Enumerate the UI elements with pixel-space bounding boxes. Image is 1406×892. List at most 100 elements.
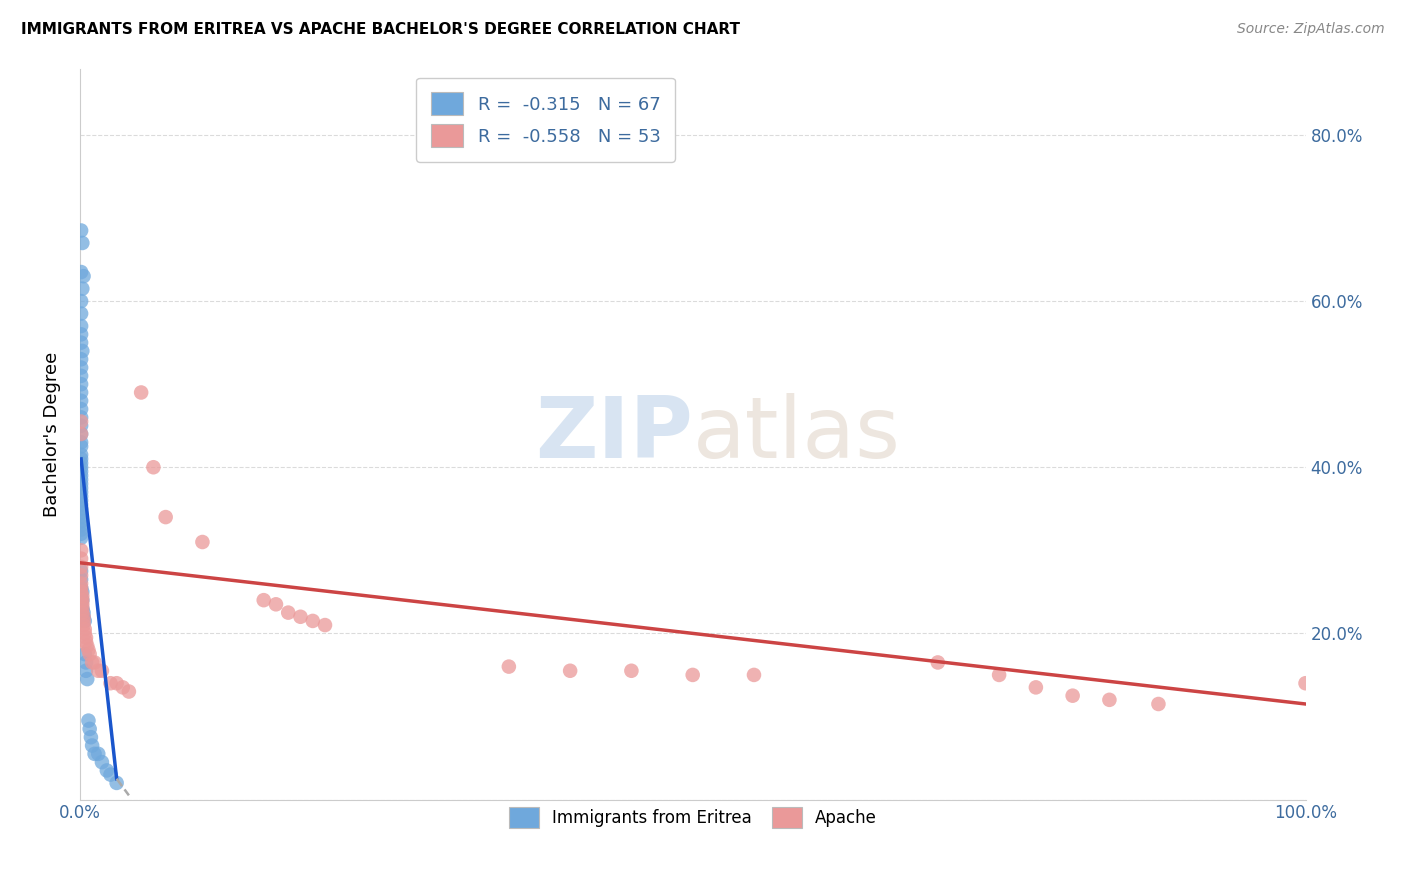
Point — [70, 526, 93, 541]
Point — [72, 282, 94, 296]
Point — [87, 747, 110, 761]
Point — [1295, 676, 1317, 690]
Point — [70, 352, 93, 367]
Point — [72, 601, 94, 615]
Point — [558, 664, 581, 678]
Point — [682, 668, 704, 682]
Point — [70, 489, 93, 503]
Point — [927, 656, 949, 670]
Point — [105, 676, 128, 690]
Point — [70, 377, 93, 392]
Point — [70, 551, 93, 566]
Point — [70, 498, 93, 512]
Point — [70, 531, 93, 545]
Point — [83, 747, 105, 761]
Point — [100, 767, 122, 781]
Point — [70, 418, 93, 433]
Text: Source: ZipAtlas.com: Source: ZipAtlas.com — [1237, 22, 1385, 37]
Point — [72, 597, 94, 611]
Point — [72, 235, 94, 250]
Point — [70, 564, 93, 578]
Point — [70, 415, 93, 429]
Point — [72, 589, 94, 603]
Point — [70, 427, 93, 442]
Point — [70, 481, 93, 495]
Point — [498, 659, 520, 673]
Point — [73, 622, 96, 636]
Point — [72, 609, 94, 624]
Point — [70, 581, 93, 595]
Point — [72, 618, 94, 632]
Point — [70, 448, 93, 462]
Point — [1025, 681, 1047, 695]
Point — [100, 676, 122, 690]
Point — [70, 501, 93, 516]
Point — [191, 535, 214, 549]
Point — [73, 626, 96, 640]
Point — [70, 307, 93, 321]
Point — [70, 493, 93, 508]
Point — [90, 755, 112, 769]
Point — [83, 656, 105, 670]
Legend: Immigrants from Eritrea, Apache: Immigrants from Eritrea, Apache — [502, 800, 883, 835]
Point — [620, 664, 643, 678]
Point — [72, 585, 94, 599]
Point — [73, 614, 96, 628]
Point — [1147, 697, 1170, 711]
Point — [277, 606, 299, 620]
Point — [142, 460, 165, 475]
Point — [79, 722, 101, 736]
Y-axis label: Bachelor's Degree: Bachelor's Degree — [44, 351, 60, 516]
Point — [72, 269, 94, 284]
Point — [82, 656, 104, 670]
Point — [72, 606, 94, 620]
Point — [70, 265, 93, 279]
Point — [314, 618, 336, 632]
Point — [105, 776, 128, 790]
Point — [70, 456, 93, 470]
Point — [72, 593, 94, 607]
Point — [70, 360, 93, 375]
Point — [742, 668, 765, 682]
Point — [72, 609, 94, 624]
Point — [70, 468, 93, 483]
Point — [76, 672, 98, 686]
Point — [70, 410, 93, 425]
Point — [70, 485, 93, 500]
Point — [72, 343, 94, 358]
Point — [70, 568, 93, 582]
Point — [77, 643, 100, 657]
Point — [72, 601, 94, 615]
Point — [77, 714, 100, 728]
Point — [70, 385, 93, 400]
Point — [301, 614, 323, 628]
Point — [90, 664, 112, 678]
Point — [70, 573, 93, 587]
Point — [1098, 693, 1121, 707]
Point — [70, 514, 93, 528]
Point — [75, 656, 97, 670]
Point — [264, 597, 287, 611]
Point — [70, 476, 93, 491]
Point — [155, 510, 177, 524]
Point — [129, 385, 152, 400]
Point — [87, 664, 110, 678]
Point — [1062, 689, 1084, 703]
Point — [70, 402, 93, 417]
Point — [70, 335, 93, 350]
Point — [70, 506, 93, 520]
Point — [290, 609, 312, 624]
Point — [70, 393, 93, 408]
Point — [75, 631, 97, 645]
Point — [253, 593, 276, 607]
Point — [70, 319, 93, 334]
Point — [70, 464, 93, 478]
Point — [72, 593, 94, 607]
Point — [70, 460, 93, 475]
Point — [70, 427, 93, 442]
Point — [75, 634, 97, 648]
Point — [96, 764, 118, 778]
Text: IMMIGRANTS FROM ERITREA VS APACHE BACHELOR'S DEGREE CORRELATION CHART: IMMIGRANTS FROM ERITREA VS APACHE BACHEL… — [21, 22, 740, 37]
Point — [988, 668, 1011, 682]
Point — [70, 560, 93, 574]
